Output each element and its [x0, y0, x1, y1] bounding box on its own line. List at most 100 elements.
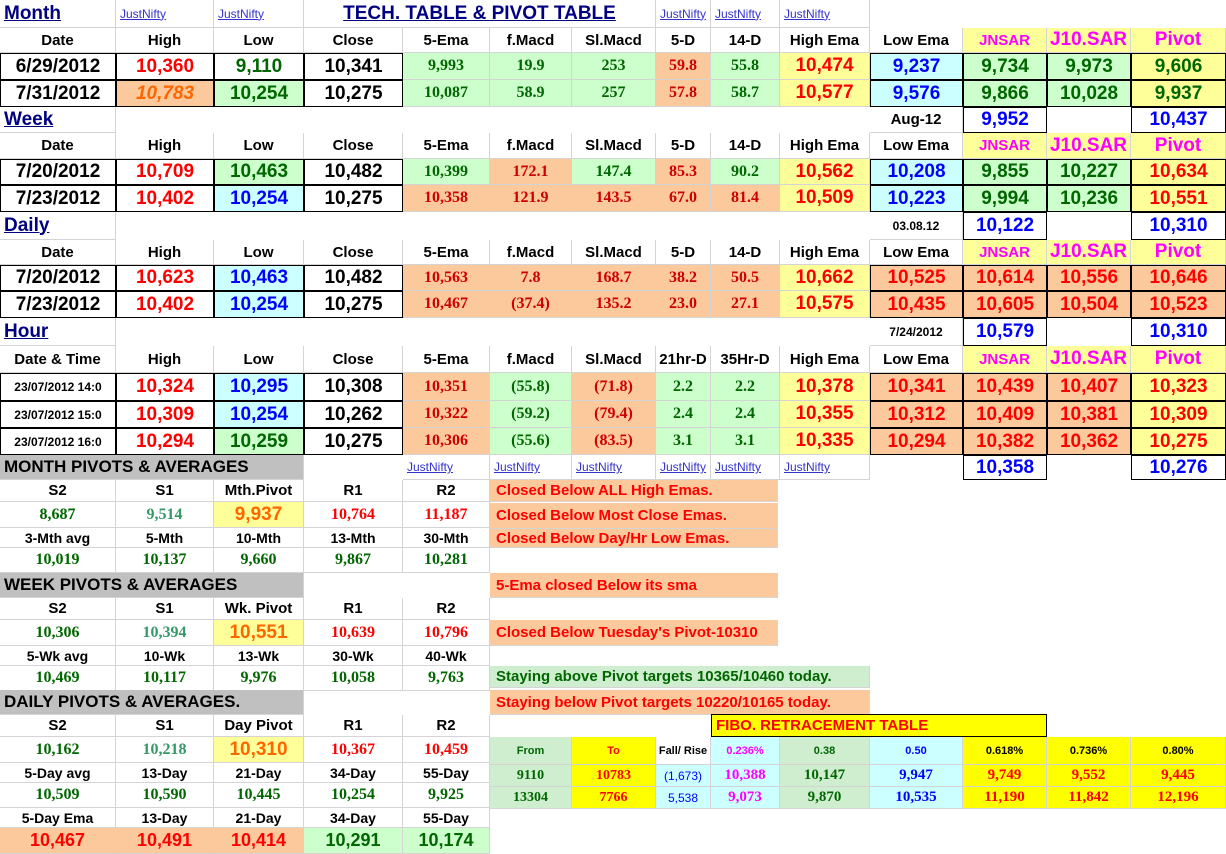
header-pivot: Pivot: [1131, 28, 1226, 53]
pivot-section-title: DAILY PIVOTS & AVERAGES.: [0, 690, 304, 715]
cell-pivot: 10,309: [1131, 401, 1226, 428]
pivot-header-s1: S1: [116, 598, 214, 620]
cell-low_ema: 10,525: [870, 265, 963, 291]
cell-d14: 58.7: [711, 80, 780, 107]
justnifty-link[interactable]: JustNifty: [572, 455, 656, 480]
header-close: Close: [304, 133, 403, 159]
cell-high: 10,783: [116, 80, 214, 107]
header-d5: 5-D: [656, 240, 711, 265]
justnifty-link[interactable]: JustNifty: [656, 455, 711, 480]
avg-label: 34-Day: [304, 763, 403, 783]
cell-d5: 23.0: [656, 291, 711, 318]
header-hr21: 21hr-D: [656, 346, 711, 373]
cell-fmacd: (55.6): [490, 428, 572, 455]
cell-d14: 27.1: [711, 291, 780, 318]
fibo-cell: 9,445: [1131, 765, 1226, 787]
fibo-cell: 9,552: [1047, 765, 1131, 787]
avg-value: 10,469: [0, 666, 116, 691]
header-high_ema: High Ema: [780, 133, 870, 159]
cell-jnsar: 10,614: [963, 265, 1047, 291]
avg-label: 5-Wk avg: [0, 646, 116, 666]
cell-fmacd: 172.1: [490, 159, 572, 185]
pivot-r2: 10,459: [403, 737, 490, 763]
justnifty-link[interactable]: JustNifty: [780, 455, 870, 480]
cell-pivot: 9,606: [1131, 53, 1226, 80]
header-d5: 5-D: [656, 28, 711, 53]
cell-close: 10,482: [304, 265, 403, 291]
cell-high_ema: 10,378: [780, 373, 870, 401]
header-fmacd: f.Macd: [490, 28, 572, 53]
cell-d5: 38.2: [656, 265, 711, 291]
cell-ema5: 10,351: [403, 373, 490, 401]
justnifty-link[interactable]: JustNifty: [780, 0, 870, 28]
header-slmacd: Sl.Macd: [572, 240, 656, 265]
cell-close: 10,341: [304, 53, 403, 80]
header-high_ema: High Ema: [780, 240, 870, 265]
header-slmacd: Sl.Macd: [572, 28, 656, 53]
fibo-cell: 9110: [490, 765, 572, 787]
justnifty-link[interactable]: JustNifty: [403, 455, 490, 480]
cell-low: 10,254: [214, 185, 304, 212]
cell-j10sar: 10,381: [1047, 401, 1131, 428]
ema-value: 10,174: [403, 828, 490, 854]
fibo-cell: 13304: [490, 787, 572, 809]
fibo-cell: 11,842: [1047, 787, 1131, 809]
cell-d5: 57.8: [656, 80, 711, 107]
pivot-s2: 8,687: [0, 502, 116, 528]
header-close: Close: [304, 28, 403, 53]
header-pivot: Pivot: [1131, 133, 1226, 159]
cell-low: 9,110: [214, 53, 304, 80]
pivot-section-title: MONTH PIVOTS & AVERAGES: [0, 455, 304, 480]
avg-value: 10,137: [116, 548, 214, 573]
avg-value: 9,867: [304, 548, 403, 573]
cell-slmacd: (71.8): [572, 373, 656, 401]
row-date: 23/07/2012 15:0: [0, 401, 116, 428]
justnifty-link[interactable]: JustNifty: [490, 455, 572, 480]
cell-d14: 50.5: [711, 265, 780, 291]
cell-high_ema: 10,575: [780, 291, 870, 318]
justnifty-link[interactable]: JustNifty: [711, 0, 780, 28]
header-date: Date: [0, 28, 116, 53]
cell-low_ema: 10,435: [870, 291, 963, 318]
justnifty-link[interactable]: JustNifty: [711, 455, 780, 480]
next-pivot: 10,310: [1131, 318, 1226, 346]
avg-label: 30-Wk: [304, 646, 403, 666]
avg-label: 55-Day: [403, 763, 490, 783]
cell-fmacd: (59.2): [490, 401, 572, 428]
avg-label: 3-Mth avg: [0, 528, 116, 548]
cell-low_ema: 9,576: [870, 80, 963, 107]
cell-slmacd: 257: [572, 80, 656, 107]
cell-high: 10,360: [116, 53, 214, 80]
header-high: High: [116, 346, 214, 373]
pivot-r1: 10,764: [304, 502, 403, 528]
cell-pivot: 10,551: [1131, 185, 1226, 212]
cell-jnsar: 9,866: [963, 80, 1047, 107]
cell-ema5: 10,563: [403, 265, 490, 291]
pivot-section-title: WEEK PIVOTS & AVERAGES: [0, 573, 304, 598]
pivot-header-s2: S2: [0, 715, 116, 737]
fibo-header: 0.618%: [963, 737, 1047, 765]
header-close: Close: [304, 240, 403, 265]
pivot-header-mth_pivot: Mth.Pivot: [214, 480, 304, 502]
cell-low: 10,295: [214, 373, 304, 401]
justnifty-link[interactable]: JustNifty: [656, 0, 711, 28]
justnifty-link[interactable]: JustNifty: [116, 0, 214, 28]
cell-pivot: 10,523: [1131, 291, 1226, 318]
ema-value: 10,467: [0, 828, 116, 854]
ema-value: 10,414: [214, 828, 304, 854]
avg-label: 30-Mth: [403, 528, 490, 548]
signal-note: Closed Below Most Close Emas.: [490, 503, 778, 529]
header-fmacd: f.Macd: [490, 240, 572, 265]
row-date: 7/20/2012: [0, 265, 116, 291]
header-j10sar: J10.SAR: [1047, 28, 1131, 53]
avg-value: 10,019: [0, 548, 116, 573]
cell-low_ema: 10,294: [870, 428, 963, 455]
fibo-cell: 10,388: [711, 765, 780, 787]
ema-label: 5-Day Ema: [0, 808, 116, 828]
header-low_ema: Low Ema: [870, 28, 963, 53]
justnifty-link[interactable]: JustNifty: [214, 0, 304, 28]
header-date: Date: [0, 240, 116, 265]
pivot-header-day_pivot: Day Pivot: [214, 715, 304, 737]
header-low: Low: [214, 133, 304, 159]
pivot-header-r2: R2: [403, 715, 490, 737]
